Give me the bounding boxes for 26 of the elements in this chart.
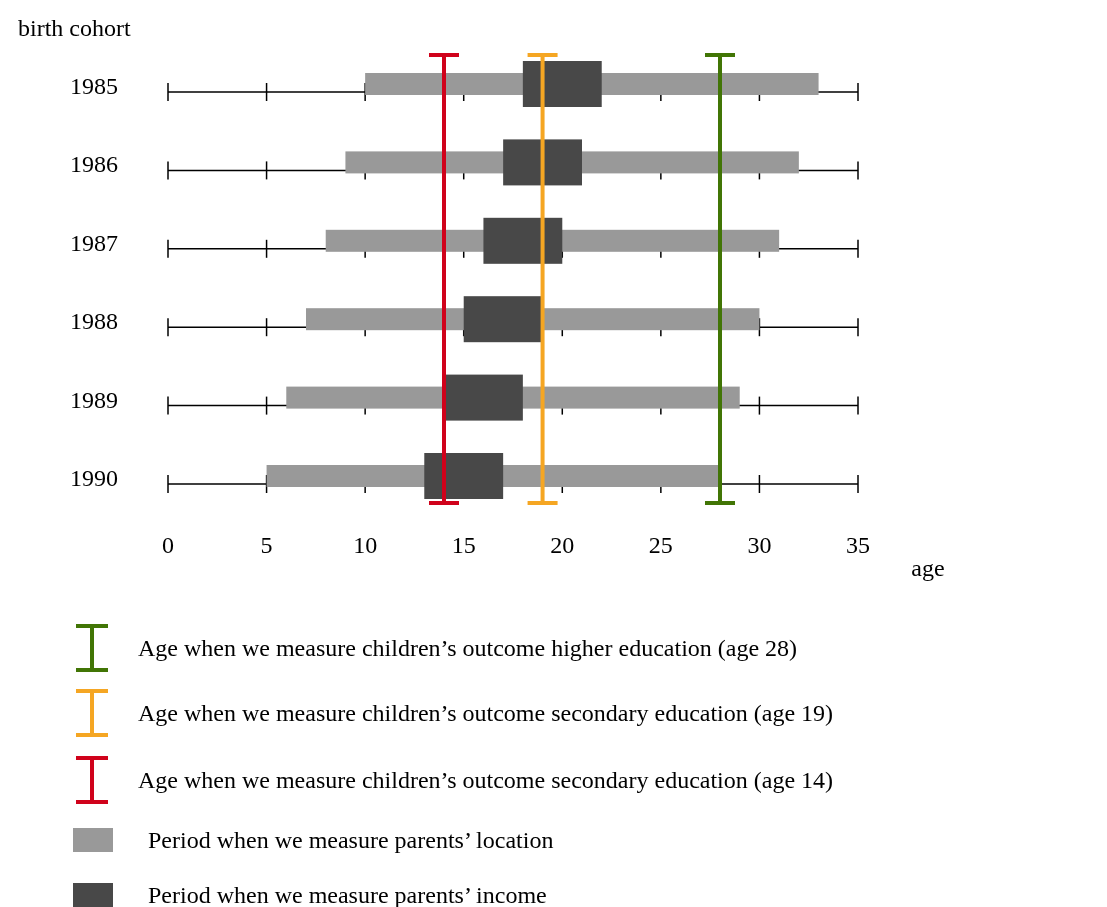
bar (522, 61, 602, 107)
y-tick-label: 1990 (70, 465, 118, 491)
y-tick-label: 1988 (70, 308, 118, 335)
x-tick-label: 10 (353, 532, 378, 558)
legend-label: Period when we measure parents’ location (148, 827, 554, 853)
y-tick-label: 1986 (70, 151, 118, 178)
x-axis-title: age (911, 555, 945, 581)
bar (424, 453, 504, 499)
y-axis-title: birth cohort (18, 15, 131, 41)
bar (444, 374, 523, 421)
y-tick-label: 1987 (70, 229, 118, 256)
x-tick-label: 35 (846, 532, 870, 558)
bar (503, 139, 582, 186)
x-tick-label: 15 (451, 532, 476, 558)
y-tick-label: 1989 (70, 386, 118, 413)
bar (483, 217, 563, 264)
bar (463, 296, 543, 343)
y-tick-label: 1985 (70, 73, 118, 99)
x-tick-label: 0 (162, 532, 174, 558)
x-tick-label: 30 (747, 532, 772, 558)
x-tick-label: 20 (550, 532, 575, 558)
x-tick-label: 25 (648, 532, 673, 558)
x-tick-label: 5 (260, 532, 273, 558)
legend-label: Age when we measure children’s outcome secondary education (age 19) (138, 700, 834, 726)
legend-label: Age when we measure children’s outcome higher education (age 28) (138, 635, 798, 661)
legend-label: Age when we measure children’s outcome secondary education (age 14) (138, 767, 834, 793)
